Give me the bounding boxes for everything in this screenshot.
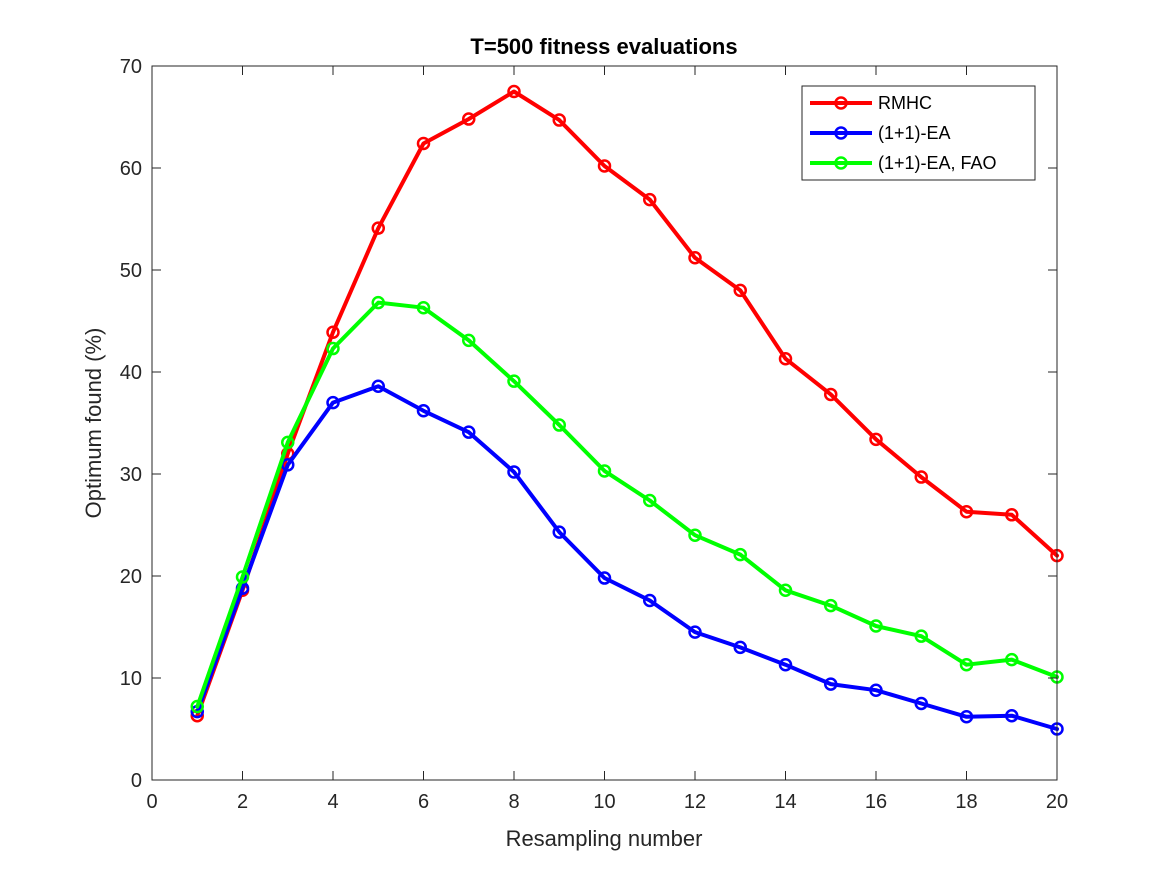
legend-label-1-1-ea-fao: (1+1)-EA, FAO [878,153,997,173]
x-tick-label: 4 [327,791,338,813]
data-point-rmhc [733,283,747,298]
y-tick-label: 70 [120,56,142,78]
data-point-1-1-ea [326,395,340,410]
data-point-1-1-ea-fao [190,699,204,714]
y-tick-label: 10 [120,668,142,690]
data-point-rmhc [462,112,476,126]
ticks-layer: 0 2 4 6 8 10 12 14 16 18 20 0 10 20 30 40 50 60 70 [120,56,1068,813]
data-point-1-1-ea [416,404,431,418]
y-tick-label: 40 [120,362,142,384]
y-tick-label: 50 [120,260,142,282]
x-tick-label: 10 [593,791,615,813]
data-point-rmhc [643,192,657,207]
data-point-1-1-ea-fao [326,341,340,356]
data-point-1-1-ea-fao [1005,652,1019,667]
data-point-rmhc [416,136,431,151]
x-tick-label: 14 [774,791,796,813]
series-rmhc [190,84,1064,723]
data-point-1-1-ea-fao [416,300,431,315]
data-point-rmhc [824,387,838,402]
x-axis-label: Resampling number [506,826,703,851]
data-point-1-1-ea-fao [959,657,974,672]
data-point-1-1-ea-fao [869,619,883,633]
plot-background [152,66,1057,780]
data-point-rmhc [597,159,612,173]
data-point-1-1-ea [733,640,747,655]
data-point-rmhc [326,325,340,339]
legend: RMHC (1+1)-EA (1+1)-EA, FAO [801,85,1036,181]
data-point-1-1-ea [869,683,883,697]
data-point-1-1-ea [1005,708,1019,723]
data-point-1-1-ea-fao [733,547,747,562]
series-layer [190,84,1064,736]
legend-label-1-1-ea: (1+1)-EA [878,123,951,143]
series-line-rmhc [195,89,1059,718]
data-point-rmhc [914,470,928,484]
x-tick-label: 12 [684,791,706,813]
legend-label-rmhc: RMHC [878,93,932,113]
data-point-rmhc [869,432,883,447]
data-point-1-1-ea-fao [643,493,657,508]
legend-marker-rmhc [834,96,848,110]
x-tick-label: 16 [865,791,887,813]
data-point-1-1-ea-fao [281,435,295,450]
data-point-1-1-ea [552,525,566,539]
data-point-1-1-ea-fao [824,598,838,613]
data-point-1-1-ea [824,677,838,691]
data-point-1-1-ea-fao [462,333,476,348]
x-tick-label: 8 [508,791,519,813]
data-point-1-1-ea-fao [507,374,521,388]
series-line-1-1-ea [195,384,1059,731]
y-tick-label: 20 [120,566,142,588]
legend-marker-1-1-ea-fao [834,156,848,170]
data-point-1-1-ea [959,710,974,724]
data-point-rmhc [507,84,521,99]
x-tick-label: 0 [146,791,157,813]
data-point-1-1-ea-fao [688,528,702,542]
data-point-1-1-ea-fao [778,583,793,598]
x-tick-label: 6 [418,791,429,813]
data-point-1-1-ea-fao [597,464,612,478]
y-axis-label: Optimum found (%) [81,328,106,519]
data-point-1-1-ea-fao [914,629,928,643]
data-point-rmhc [1005,508,1019,522]
data-point-rmhc [552,113,566,127]
data-point-1-1-ea-fao [371,295,385,310]
x-tick-label: 18 [955,791,977,813]
data-point-rmhc [371,221,385,235]
x-tick-label: 2 [237,791,248,813]
y-tick-label: 0 [131,770,142,792]
data-point-1-1-ea-fao [552,418,566,432]
data-point-1-1-ea [507,465,521,479]
legend-entries: RMHC (1+1)-EA (1+1)-EA, FAO [810,93,997,173]
series-1-1-ea-fao [190,295,1064,714]
data-point-1-1-ea [688,625,702,639]
data-point-rmhc [778,351,793,366]
data-point-1-1-ea [597,571,612,585]
data-point-1-1-ea [462,425,476,439]
y-tick-label: 60 [120,158,142,180]
data-point-1-1-ea [643,593,657,608]
data-point-rmhc [959,504,974,519]
series-1-1-ea [190,379,1064,736]
data-point-1-1-ea [778,657,793,672]
x-tick-label: 20 [1046,791,1068,813]
chart-title: T=500 fitness evaluations [470,34,737,59]
data-point-1-1-ea [914,696,928,711]
data-point-1-1-ea-fao [235,570,250,584]
legend-marker-1-1-ea [834,126,848,140]
data-point-rmhc [688,251,702,265]
y-tick-label: 30 [120,464,142,486]
data-point-1-1-ea [371,379,385,394]
series-line-1-1-ea-fao [195,300,1059,709]
